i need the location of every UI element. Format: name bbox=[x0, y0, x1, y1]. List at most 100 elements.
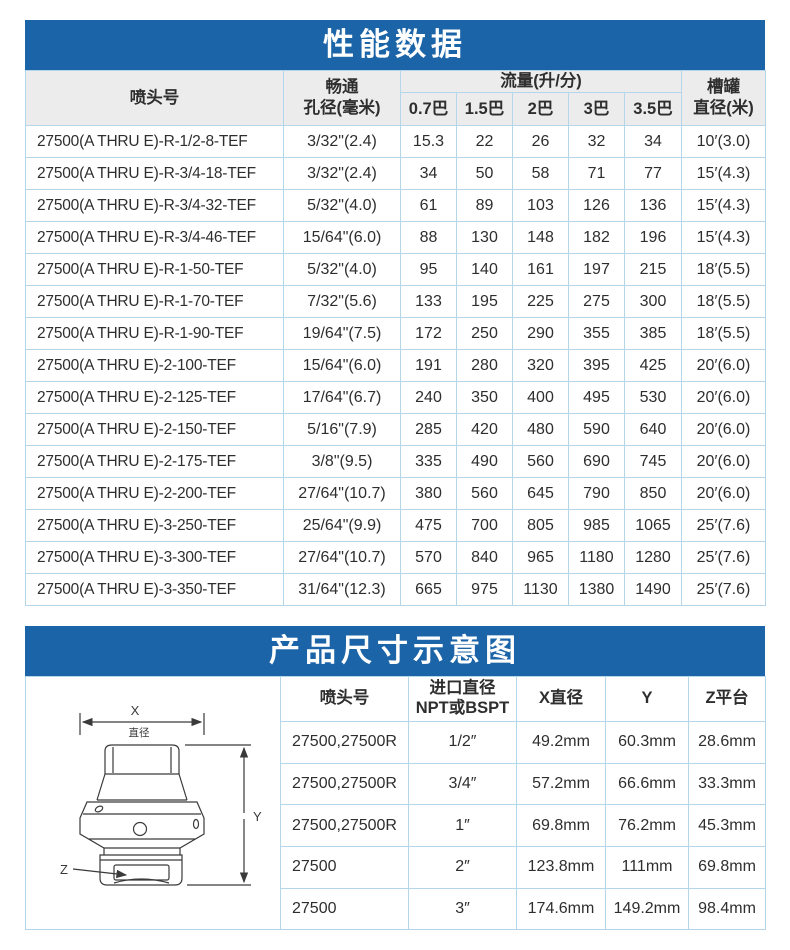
cell-flow: 380 bbox=[400, 477, 457, 511]
cell-flow: 89 bbox=[456, 189, 513, 223]
cell-flow: 140 bbox=[456, 253, 513, 287]
cell-bore: 3/32"(2.4) bbox=[283, 125, 401, 159]
cell-bore: 5/16"(7.9) bbox=[283, 413, 401, 447]
cell-nozzle: 27500 bbox=[280, 846, 409, 889]
cell-nozzle: 27500,27500R bbox=[280, 762, 409, 806]
table-row: 27500(A THRU E)-R-1/2-8-TEF 3/32"(2.4) 1… bbox=[25, 125, 767, 159]
cell-y: 66.6mm bbox=[605, 762, 689, 806]
diagram-z-label: Z bbox=[60, 862, 68, 877]
cell-x: 174.6mm bbox=[516, 887, 606, 931]
table-row: 27500,27500R 1/2″ 49.2mm 60.3mm 28.6mm bbox=[26, 721, 766, 764]
cell-z: 45.3mm bbox=[688, 804, 766, 848]
cell-y: 60.3mm bbox=[605, 721, 689, 764]
cell-nozzle: 27500,27500R bbox=[280, 721, 409, 764]
col-header-bore: 畅通 孔径(毫米) bbox=[283, 69, 401, 127]
cell-flow: 61 bbox=[400, 189, 457, 223]
cell-flow: 490 bbox=[456, 445, 513, 479]
col-header-pressure: 3巴 bbox=[568, 92, 625, 127]
cell-x: 57.2mm bbox=[516, 762, 606, 806]
cell-flow: 133 bbox=[400, 285, 457, 319]
table-row: 27500(A THRU E)-2-175-TEF 3/8"(9.5) 335 … bbox=[25, 445, 767, 479]
table-row: 27500,27500R 1″ 69.8mm 76.2mm 45.3mm bbox=[26, 804, 766, 848]
cell-flow: 32 bbox=[568, 125, 625, 159]
cell-flow: 400 bbox=[512, 381, 569, 415]
cell-tank: 20′(6.0) bbox=[681, 349, 767, 383]
cell-flow: 350 bbox=[456, 381, 513, 415]
cell-flow: 88 bbox=[400, 221, 457, 255]
header-row-pressures: 0.7巴 1.5巴 2巴 3巴 3.5巴 bbox=[26, 92, 766, 127]
cell-flow: 1130 bbox=[512, 573, 569, 607]
cell-bore: 31/64"(12.3) bbox=[283, 573, 401, 607]
cell-bore: 7/32"(5.6) bbox=[283, 285, 401, 319]
col-header-nozzle: 喷头号 bbox=[280, 676, 409, 723]
cell-flow: 480 bbox=[512, 413, 569, 447]
cell-flow: 215 bbox=[623, 253, 683, 287]
cell-bore: 5/32"(4.0) bbox=[283, 253, 401, 287]
col-header-tank: 槽罐 直径(米) bbox=[681, 69, 767, 127]
col-header-x: X直径 bbox=[516, 676, 606, 723]
col-header-pressure: 0.7巴 bbox=[400, 92, 457, 127]
diagram-x-label: X bbox=[130, 703, 139, 718]
cell-flow: 645 bbox=[512, 477, 569, 511]
cell-flow: 640 bbox=[623, 413, 683, 447]
col-header-inlet-line2: NPT或BSPT bbox=[415, 699, 510, 718]
cell-flow: 560 bbox=[512, 445, 569, 479]
dimensions-section-title: 产品尺寸示意图 bbox=[25, 626, 765, 677]
cell-flow: 1280 bbox=[623, 541, 683, 575]
table-row: 27500(A THRU E)-3-250-TEF 25/64"(9.9) 47… bbox=[25, 509, 767, 543]
cell-flow: 560 bbox=[456, 477, 513, 511]
cell-flow: 1180 bbox=[568, 541, 625, 575]
col-header-inlet: 进口直径 NPT或BSPT bbox=[408, 676, 517, 723]
table-row: 27500(A THRU E)-R-1-90-TEF 19/64"(7.5) 1… bbox=[25, 317, 767, 351]
cell-flow: 161 bbox=[512, 253, 569, 287]
cell-model: 27500(A THRU E)-3-300-TEF bbox=[25, 541, 284, 575]
cell-flow: 1380 bbox=[568, 573, 625, 607]
cell-flow: 745 bbox=[623, 445, 683, 479]
cell-bore: 15/64"(6.0) bbox=[283, 221, 401, 255]
cell-tank: 20′(6.0) bbox=[681, 413, 767, 447]
cell-tank: 18′(5.5) bbox=[681, 253, 767, 287]
cell-bore: 15/64"(6.0) bbox=[283, 349, 401, 383]
table-row: 27500(A THRU E)-2-150-TEF 5/16"(7.9) 285… bbox=[25, 413, 767, 447]
cell-tank: 20′(6.0) bbox=[681, 445, 767, 479]
cell-flow: 191 bbox=[400, 349, 457, 383]
header-row-top: 喷头号 畅通 孔径(毫米) 流量(升/分) 槽罐 直径(米) bbox=[25, 69, 767, 127]
table-row: 27500(A THRU E)-R-3/4-32-TEF 5/32"(4.0) … bbox=[25, 189, 767, 223]
cell-flow: 425 bbox=[623, 349, 683, 383]
table-row: 27500(A THRU E)-R-1-70-TEF 7/32"(5.6) 13… bbox=[25, 285, 767, 319]
cell-flow: 300 bbox=[623, 285, 683, 319]
cell-flow: 136 bbox=[623, 189, 683, 223]
cell-flow: 34 bbox=[400, 157, 457, 191]
cell-nozzle: 27500 bbox=[280, 887, 409, 931]
cell-model: 27500(A THRU E)-2-200-TEF bbox=[25, 477, 284, 511]
cell-tank: 25′(7.6) bbox=[681, 573, 767, 607]
spec-sheet: 性能数据 喷头号 畅通 孔径(毫米) 流量(升/分) 槽罐 直径(米) 0.7 bbox=[25, 20, 767, 931]
cell-flow: 195 bbox=[456, 285, 513, 319]
cell-flow: 790 bbox=[568, 477, 625, 511]
table-row: 27500(A THRU E)-R-3/4-46-TEF 15/64"(6.0)… bbox=[25, 221, 767, 255]
cell-y: 76.2mm bbox=[605, 804, 689, 848]
col-header-z: Z平台 bbox=[688, 676, 766, 723]
cell-model: 27500(A THRU E)-2-175-TEF bbox=[25, 445, 284, 479]
cell-x: 69.8mm bbox=[516, 804, 606, 848]
cell-tank: 15′(4.3) bbox=[681, 221, 767, 255]
cell-z: 28.6mm bbox=[688, 721, 766, 764]
cell-flow: 285 bbox=[400, 413, 457, 447]
col-header-tank-line2: 直径(米) bbox=[693, 99, 754, 118]
cell-flow: 196 bbox=[623, 221, 683, 255]
cell-model: 27500(A THRU E)-R-1-90-TEF bbox=[25, 317, 284, 351]
cell-model: 27500(A THRU E)-R-3/4-18-TEF bbox=[25, 157, 284, 191]
cell-tank: 18′(5.5) bbox=[681, 317, 767, 351]
nozzle-dimension-diagram: X 直径 Y Z bbox=[60, 703, 262, 887]
cell-tank: 15′(4.3) bbox=[681, 157, 767, 191]
cell-model: 27500(A THRU E)-R-1-70-TEF bbox=[25, 285, 284, 319]
cell-flow: 1065 bbox=[623, 509, 683, 543]
cell-z: 98.4mm bbox=[688, 887, 766, 931]
cell-flow: 103 bbox=[512, 189, 569, 223]
cell-flow: 805 bbox=[512, 509, 569, 543]
cell-flow: 22 bbox=[456, 125, 513, 159]
cell-flow: 840 bbox=[456, 541, 513, 575]
cell-flow: 420 bbox=[456, 413, 513, 447]
cell-x: 123.8mm bbox=[516, 846, 606, 889]
performance-section-title: 性能数据 bbox=[25, 20, 765, 70]
